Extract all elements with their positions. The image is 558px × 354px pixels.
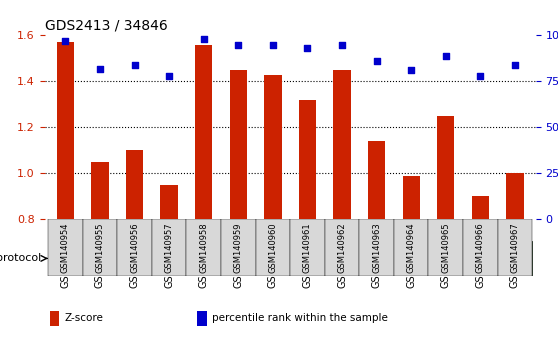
Point [372, 58, 381, 64]
Point [165, 73, 174, 79]
Bar [299, 100, 316, 219]
Text: GSM140960: GSM140960 [268, 222, 277, 273]
Text: high-fat high-calorie diet: high-fat high-calorie diet [251, 254, 364, 263]
FancyBboxPatch shape [186, 219, 221, 276]
Text: GSM140956: GSM140956 [130, 222, 139, 273]
Text: high-fat high-calorie diet plus
resveratrol: high-fat high-calorie diet plus resverat… [396, 249, 530, 268]
Text: GSM140963: GSM140963 [372, 222, 381, 273]
Bar [368, 141, 385, 219]
Text: Z-score: Z-score [64, 313, 103, 324]
FancyBboxPatch shape [394, 219, 429, 276]
FancyBboxPatch shape [83, 219, 117, 276]
FancyBboxPatch shape [221, 219, 256, 276]
FancyBboxPatch shape [221, 241, 394, 276]
Bar [402, 176, 420, 219]
Text: GSM140958: GSM140958 [199, 222, 208, 273]
Text: GSM140962: GSM140962 [338, 222, 347, 273]
Bar [126, 150, 143, 219]
Text: GSM140966: GSM140966 [476, 222, 485, 273]
Text: protocol: protocol [0, 253, 41, 263]
Text: GSM140964: GSM140964 [407, 222, 416, 273]
Text: GSM140965: GSM140965 [441, 222, 450, 273]
Bar [472, 196, 489, 219]
Bar [333, 70, 350, 219]
Point [95, 66, 104, 72]
Point [511, 62, 519, 68]
Point [407, 68, 416, 73]
Point [199, 36, 208, 42]
FancyBboxPatch shape [325, 219, 359, 276]
Bar [50, 311, 59, 326]
Point [268, 42, 277, 47]
Bar [195, 45, 213, 219]
Bar [197, 311, 206, 326]
Bar [230, 70, 247, 219]
Text: GSM140961: GSM140961 [303, 222, 312, 273]
FancyBboxPatch shape [290, 219, 325, 276]
Text: GDS2413 / 34846: GDS2413 / 34846 [45, 19, 167, 33]
Text: GSM140967: GSM140967 [511, 222, 519, 273]
Bar [57, 42, 74, 219]
Point [476, 73, 485, 79]
Text: GSM140955: GSM140955 [95, 223, 104, 273]
FancyBboxPatch shape [256, 219, 290, 276]
Bar [264, 74, 282, 219]
Bar [92, 162, 109, 219]
FancyBboxPatch shape [152, 219, 186, 276]
Bar [161, 185, 178, 219]
Point [130, 62, 139, 68]
Bar [506, 173, 523, 219]
FancyBboxPatch shape [359, 219, 394, 276]
Text: GSM140959: GSM140959 [234, 223, 243, 273]
Point [61, 38, 70, 44]
FancyBboxPatch shape [463, 219, 498, 276]
Bar [437, 116, 454, 219]
Text: control diet: control diet [109, 254, 161, 263]
Point [303, 45, 312, 51]
FancyBboxPatch shape [48, 219, 83, 276]
FancyBboxPatch shape [498, 219, 532, 276]
Text: GSM140954: GSM140954 [61, 223, 70, 273]
Text: percentile rank within the sample: percentile rank within the sample [211, 313, 387, 324]
Text: GSM140957: GSM140957 [165, 222, 174, 273]
FancyBboxPatch shape [394, 241, 532, 276]
Point [338, 42, 347, 47]
FancyBboxPatch shape [429, 219, 463, 276]
FancyBboxPatch shape [48, 241, 221, 276]
FancyBboxPatch shape [117, 219, 152, 276]
Point [441, 53, 450, 58]
Point [234, 42, 243, 47]
